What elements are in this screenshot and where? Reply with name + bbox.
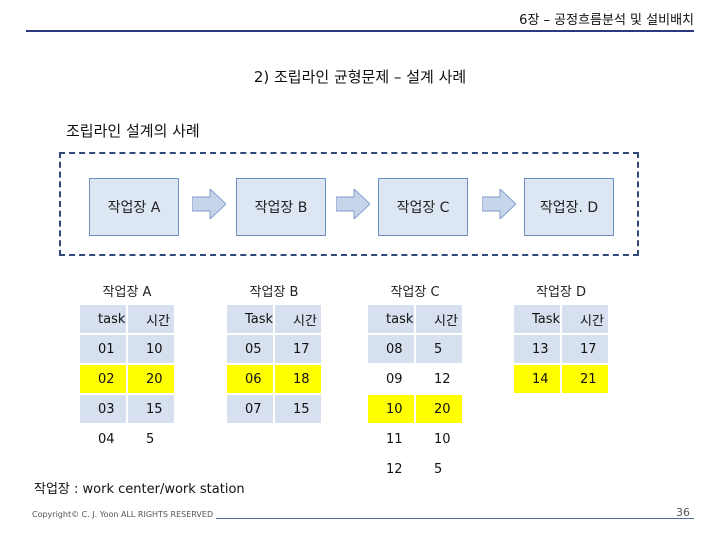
task-id-cell: 03 (80, 395, 126, 423)
task-time-cell: 5 (416, 455, 462, 483)
chapter-title: 6장 – 공정흐름분석 및 설비배치 (519, 13, 694, 28)
table-title-d: 작업장 D (535, 285, 587, 300)
table-title-a: 작업장 A (102, 285, 152, 300)
table-title-c: 작업장 C (390, 285, 440, 300)
footer-rule (216, 518, 694, 519)
station-box-d: 작업장. D (524, 178, 614, 236)
assembly-line-frame (59, 152, 639, 256)
title-rule (26, 30, 694, 32)
task-time-cell: 15 (275, 395, 321, 423)
task-id-cell: 10 (368, 395, 414, 423)
task-time-cell: 10 (416, 425, 462, 453)
table-header-time: 시간 (562, 305, 608, 333)
task-id-cell: 09 (368, 365, 414, 393)
section-label: 조립라인 설계의 사례 (66, 122, 200, 140)
task-id-cell: 06 (227, 365, 273, 393)
task-id-cell: 13 (514, 335, 560, 363)
task-time-cell: 12 (416, 365, 462, 393)
table-header-task: task (80, 305, 126, 333)
task-id-cell: 11 (368, 425, 414, 453)
task-id-cell: 05 (227, 335, 273, 363)
task-id-cell: 04 (80, 425, 126, 453)
task-time-cell: 5 (416, 335, 462, 363)
task-time-cell: 21 (562, 365, 608, 393)
flow-arrow-icon (192, 189, 226, 219)
table-header-time: 시간 (128, 305, 174, 333)
task-time-cell: 10 (128, 335, 174, 363)
station-box-c: 작업장 C (378, 178, 468, 236)
table-header-task: Task (514, 305, 560, 333)
task-id-cell: 07 (227, 395, 273, 423)
station-box-b: 작업장 B (236, 178, 326, 236)
table-title-b: 작업장 B (249, 285, 299, 300)
task-id-cell: 02 (80, 365, 126, 393)
station-box-a: 작업장 A (89, 178, 179, 236)
task-id-cell: 08 (368, 335, 414, 363)
table-header-time: 시간 (416, 305, 462, 333)
footnote: 작업장 : work center/work station (34, 482, 245, 497)
task-time-cell: 17 (562, 335, 608, 363)
table-header-task: Task (227, 305, 273, 333)
task-time-cell: 20 (128, 365, 174, 393)
task-time-cell: 18 (275, 365, 321, 393)
task-id-cell: 01 (80, 335, 126, 363)
task-time-cell: 15 (128, 395, 174, 423)
slide-subtitle: 2) 조립라인 균형문제 – 설계 사례 (253, 68, 467, 86)
table-header-task: task (368, 305, 414, 333)
task-id-cell: 14 (514, 365, 560, 393)
copyright-text: Copyright© C. J. Yoon ALL RIGHTS RESERVE… (32, 510, 214, 519)
task-time-cell: 5 (128, 425, 174, 453)
task-time-cell: 17 (275, 335, 321, 363)
flow-arrow-icon (336, 189, 370, 219)
task-id-cell: 12 (368, 455, 414, 483)
table-header-time: 시간 (275, 305, 321, 333)
flow-arrow-icon (482, 189, 516, 219)
page-number: 36 (676, 506, 690, 519)
task-time-cell: 20 (416, 395, 462, 423)
